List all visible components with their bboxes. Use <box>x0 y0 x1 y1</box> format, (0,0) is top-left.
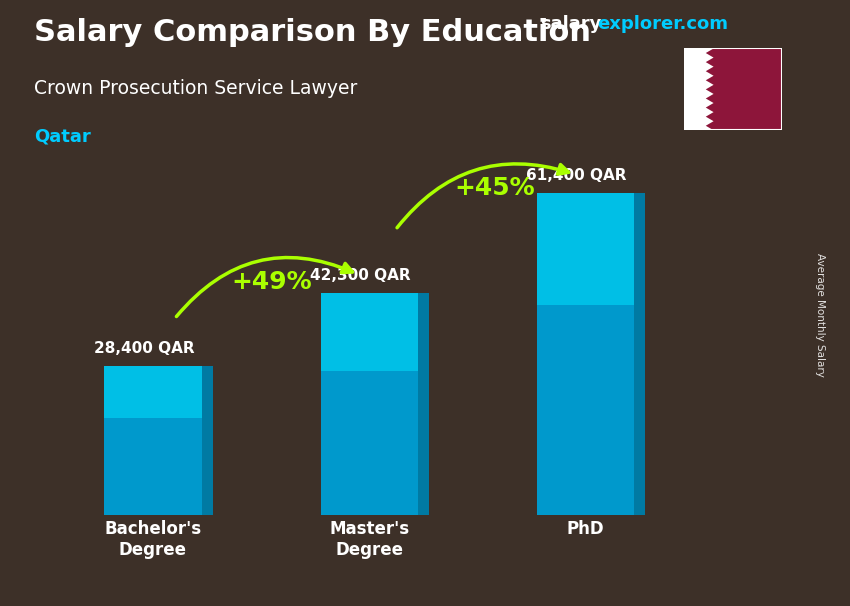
Text: Qatar: Qatar <box>34 127 91 145</box>
Polygon shape <box>201 366 212 515</box>
Bar <box>105 366 201 418</box>
Text: explorer.com: explorer.com <box>598 15 728 33</box>
Text: Salary Comparison By Education: Salary Comparison By Education <box>34 18 591 47</box>
Text: 42,300 QAR: 42,300 QAR <box>310 268 411 284</box>
Bar <box>537 193 634 305</box>
Polygon shape <box>634 193 645 515</box>
Bar <box>320 293 418 371</box>
Text: +45%: +45% <box>455 176 536 200</box>
Bar <box>105 366 201 515</box>
Polygon shape <box>684 48 714 130</box>
Text: 61,400 QAR: 61,400 QAR <box>526 168 626 183</box>
Text: salary: salary <box>540 15 601 33</box>
Text: +49%: +49% <box>232 270 312 294</box>
Text: Average Monthly Salary: Average Monthly Salary <box>815 253 825 377</box>
FancyArrowPatch shape <box>397 164 569 228</box>
FancyArrowPatch shape <box>177 258 353 316</box>
Polygon shape <box>418 293 429 515</box>
Bar <box>320 293 418 515</box>
Text: 28,400 QAR: 28,400 QAR <box>94 342 194 356</box>
Bar <box>537 193 634 515</box>
Text: Crown Prosecution Service Lawyer: Crown Prosecution Service Lawyer <box>34 79 357 98</box>
